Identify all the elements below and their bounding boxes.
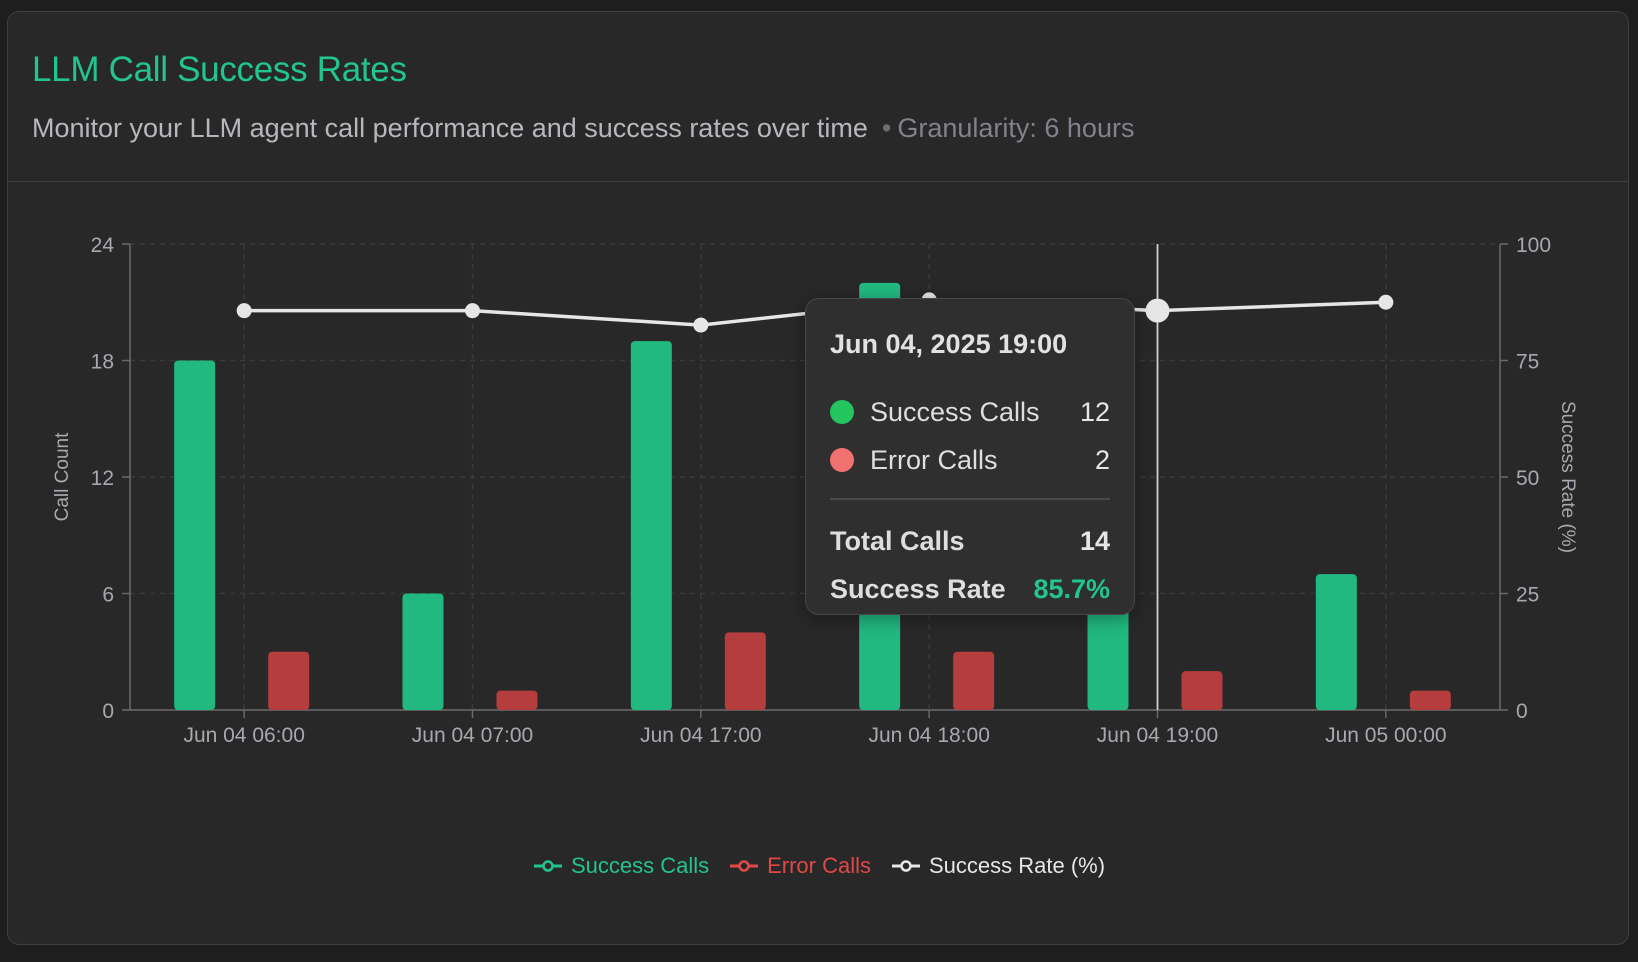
error-bar xyxy=(724,632,766,710)
card-header xyxy=(8,12,1628,182)
success-rate-point xyxy=(1378,294,1394,310)
x-tick-label: Jun 04 07:00 xyxy=(412,724,533,747)
legend-label: Error Calls xyxy=(767,853,871,878)
y2-tick-label: 0 xyxy=(1516,700,1528,723)
legend-icon-dot xyxy=(542,860,554,872)
legend-item-rate[interactable]: Success Rate (%) xyxy=(891,853,1105,879)
tooltip-error-label: Error Calls xyxy=(870,444,998,475)
legend-label: Success Calls xyxy=(570,853,710,878)
tooltip-row-total: Total Calls 14 xyxy=(830,518,1110,566)
granularity-text: Granularity: 6 hours xyxy=(897,113,1135,143)
legend-item-success[interactable]: Success Calls xyxy=(533,853,709,879)
y-tick-label: 6 xyxy=(102,584,114,607)
x-tick-label: Jun 05 00:00 xyxy=(1325,724,1446,747)
error-bar xyxy=(268,651,310,710)
success-rate-point xyxy=(693,317,709,333)
legend-icon-dot xyxy=(738,860,750,872)
chart-tooltip: Jun 04, 2025 19:00 Success Calls 12 Erro… xyxy=(805,298,1135,615)
y-tick-label: 0 xyxy=(102,700,114,723)
success-bar xyxy=(402,593,444,710)
error-dot-icon xyxy=(830,448,854,472)
x-tick-label: Jun 04 17:00 xyxy=(640,724,761,747)
legend-icon-dot xyxy=(900,860,912,872)
legend-line-dot-icon xyxy=(533,860,562,872)
legend-label: Success Rate (%) xyxy=(929,853,1106,878)
tooltip-success-value: 12 xyxy=(1079,396,1110,427)
tooltip-row-rate: Success Rate 85.7% xyxy=(830,566,1110,614)
x-tick-label: Jun 04 19:00 xyxy=(1097,724,1218,747)
granularity-label: • Granularity: 6 hours xyxy=(882,113,1135,143)
y2-tick-label: 25 xyxy=(1516,584,1539,607)
legend-line-dot-icon xyxy=(730,860,759,872)
tooltip-title: Jun 04, 2025 19:00 xyxy=(830,329,1068,359)
chart-legend: Success Calls Error Calls Success Rate (… xyxy=(0,853,1638,879)
tooltip-error-value: 2 xyxy=(1094,444,1110,475)
tooltip-total-label: Total Calls xyxy=(830,526,965,556)
y-tick-label: 24 xyxy=(91,234,115,257)
tooltip-divider xyxy=(830,498,1110,500)
legend-line-dot-icon xyxy=(892,860,920,872)
y2-tick-label: 50 xyxy=(1516,467,1539,490)
y-tick-label: 12 xyxy=(91,467,114,490)
error-bar xyxy=(1409,690,1451,710)
error-bar xyxy=(1181,671,1223,710)
y2-tick-label: 75 xyxy=(1516,351,1539,374)
page-title: LLM Call Success Rates xyxy=(32,50,407,89)
y-axis-title: Call Count xyxy=(52,432,73,521)
success-bar xyxy=(174,360,216,710)
tooltip-row-error: Error Calls 2 xyxy=(830,436,1110,484)
y-tick-label: 18 xyxy=(91,351,114,374)
success-rate-point-active xyxy=(1145,298,1170,323)
tooltip-row-success: Success Calls 12 xyxy=(830,388,1110,436)
success-rate-point xyxy=(236,303,252,319)
legend-item-error[interactable]: Error Calls xyxy=(729,853,871,879)
y2-tick-label: 100 xyxy=(1516,234,1551,257)
tooltip-rate-value: 85.7% xyxy=(1033,574,1110,604)
success-rate-point xyxy=(465,303,480,319)
tooltip-rate-label: Success Rate xyxy=(830,574,1006,604)
page-subtitle: Monitor your LLM agent call performance … xyxy=(32,113,1134,144)
error-bar xyxy=(953,651,995,710)
success-bar xyxy=(630,341,672,710)
x-tick-label: Jun 04 06:00 xyxy=(183,724,304,747)
success-bar xyxy=(1315,574,1357,710)
error-bar xyxy=(496,690,538,710)
tooltip-total-value: 14 xyxy=(1079,526,1110,556)
y2-axis-title: Success Rate (%) xyxy=(1557,401,1578,553)
success-dot-icon xyxy=(830,400,854,424)
tooltip-success-label: Success Calls xyxy=(870,396,1040,427)
subtitle-text: Monitor your LLM agent call performance … xyxy=(32,113,868,143)
bullet-separator: • xyxy=(881,113,892,143)
x-tick-label: Jun 04 18:00 xyxy=(868,724,989,747)
